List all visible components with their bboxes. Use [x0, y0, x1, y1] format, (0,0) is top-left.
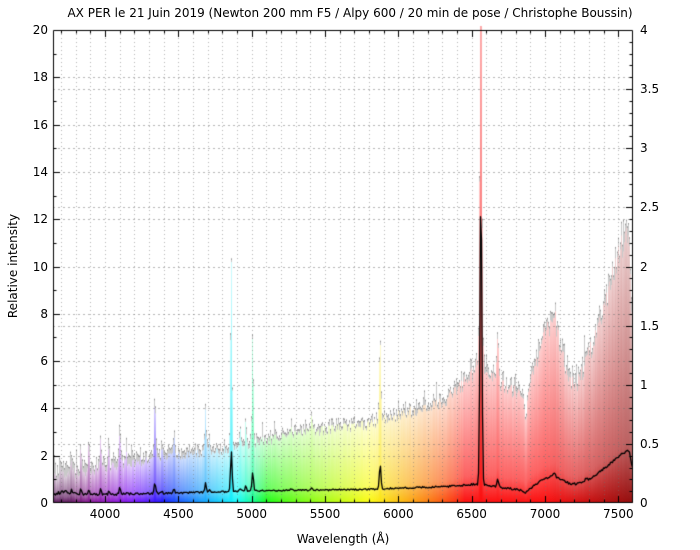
- x-tick-label: 5000: [236, 507, 267, 521]
- x-axis-title: Wavelength (Å): [296, 532, 390, 546]
- y-left-tick-label: 4: [40, 401, 48, 416]
- y-right-tick-label: 2: [640, 259, 648, 274]
- y-right-tick-label: 0: [640, 496, 648, 510]
- chart-title: AX PER le 21 Juin 2019 (Newton 200 mm F5…: [67, 6, 633, 20]
- y-left-tick-label: 14: [32, 164, 48, 179]
- x-tick-label: 6000: [383, 507, 414, 521]
- x-tick-label: 7000: [529, 507, 561, 521]
- y-left-tick-label: 2: [40, 448, 48, 463]
- y-left-tick-label: 18: [32, 70, 48, 85]
- y-left-tick-label: 0: [40, 496, 48, 510]
- y-right-tick-label: 3: [640, 141, 648, 156]
- y-left-tick-label: 6: [40, 354, 48, 369]
- x-tick-label: 6500: [456, 507, 487, 521]
- x-tick-label: 5500: [309, 507, 341, 521]
- y-left-tick-label: 10: [32, 259, 48, 274]
- y-left-tick-label: 16: [32, 117, 48, 132]
- x-tick-label: 4000: [89, 507, 121, 521]
- y-right-tick-label: 1.5: [640, 318, 660, 333]
- x-tick-label: 7500: [603, 507, 634, 521]
- y-right-tick-label: 4: [640, 23, 648, 37]
- x-tick-label: 4500: [163, 507, 194, 521]
- y-right-tick-label: 0.5: [640, 436, 660, 451]
- y-right-tick-label: 3.5: [640, 82, 660, 97]
- y-right-tick-label: 1: [640, 377, 648, 392]
- y-left-tick-label: 8: [40, 306, 48, 321]
- y-left-tick-label: 20: [32, 23, 48, 37]
- y-left-tick-label: 12: [32, 212, 48, 227]
- y-right-tick-label: 2.5: [640, 200, 660, 215]
